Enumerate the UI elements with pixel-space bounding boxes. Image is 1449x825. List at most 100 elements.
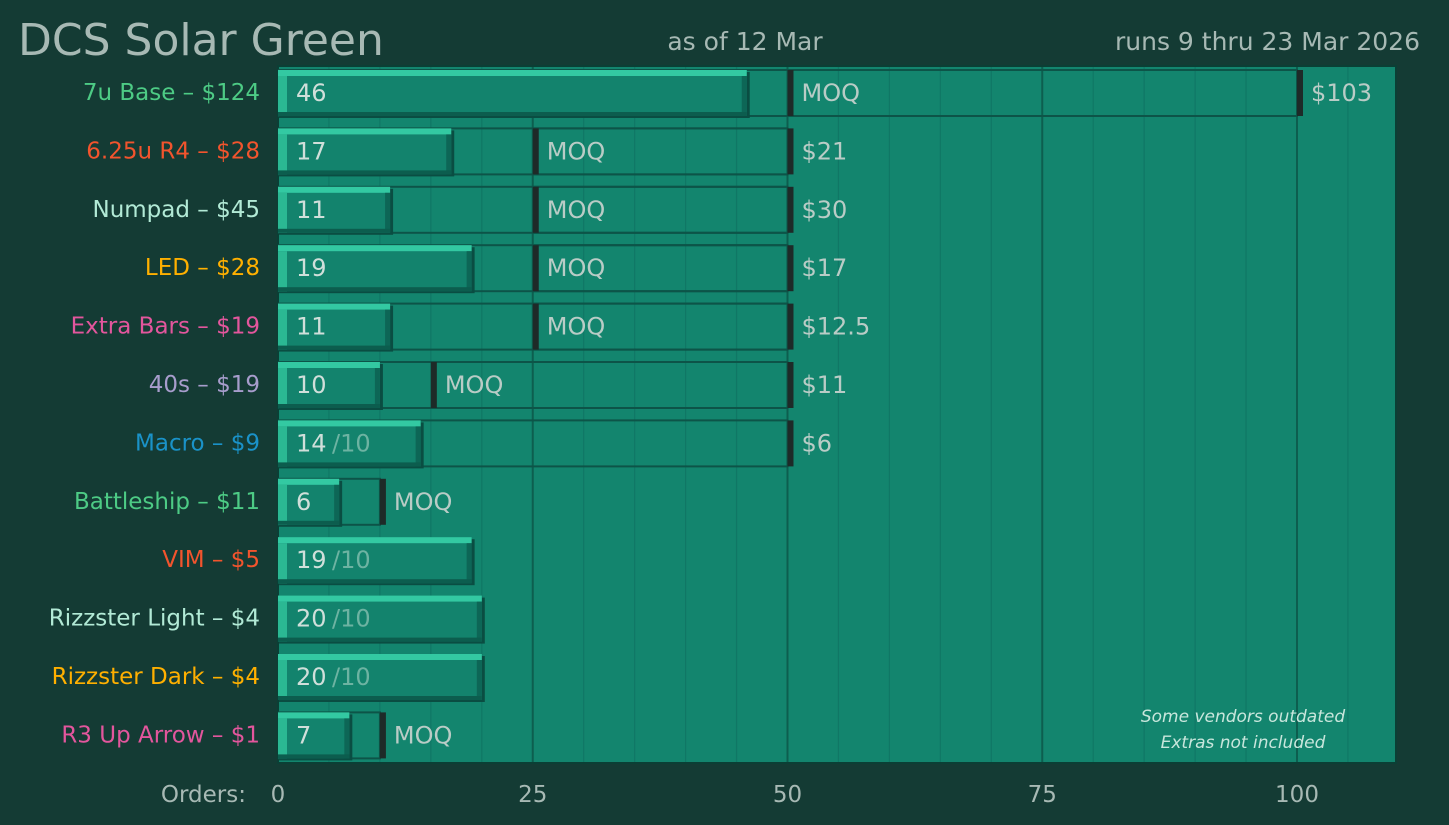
order-count-label: 17 bbox=[296, 137, 327, 165]
minimum-label: /10 bbox=[332, 429, 371, 457]
order-bar-bottom-bevel bbox=[278, 170, 452, 175]
order-bar-right-bevel bbox=[466, 543, 472, 584]
order-bar-right-bevel bbox=[476, 660, 482, 700]
order-bar-bottom-bevel bbox=[278, 520, 340, 525]
as-of-date: as of 12 Mar bbox=[667, 27, 823, 56]
moq-start-marker bbox=[532, 186, 539, 233]
order-bar bbox=[278, 128, 452, 175]
order-bar-top-bevel bbox=[278, 186, 391, 193]
order-count-label: 19 bbox=[296, 254, 327, 282]
target-marker bbox=[379, 712, 386, 759]
order-bar-left-bevel bbox=[278, 251, 287, 292]
category-label: 6.25u R4 – $28 bbox=[86, 138, 260, 164]
category-label: LED – $28 bbox=[145, 255, 260, 281]
bar-row: VIM – $5 19/10 bbox=[162, 537, 475, 586]
x-tick-label: 0 bbox=[271, 782, 286, 808]
order-bar-right-bevel bbox=[344, 718, 350, 759]
x-axis: Orders: 0 25 50 75 100 bbox=[161, 782, 1319, 808]
target-marker bbox=[787, 186, 794, 233]
category-label: 7u Base – $124 bbox=[83, 80, 260, 106]
target-price-label: $11 bbox=[802, 371, 848, 399]
order-count-label: 10 bbox=[296, 371, 327, 399]
order-bar-left-bevel bbox=[278, 484, 287, 525]
order-bar-right-bevel bbox=[466, 251, 472, 292]
moq-label: MOQ bbox=[394, 488, 453, 516]
order-bar bbox=[278, 595, 482, 642]
order-bar bbox=[278, 186, 391, 233]
order-bar bbox=[278, 303, 391, 350]
order-bar-left-bevel bbox=[278, 543, 287, 584]
target-price-label: $103 bbox=[1311, 79, 1372, 107]
order-bar-bottom-bevel bbox=[278, 404, 380, 408]
moq-label: MOQ bbox=[547, 313, 606, 341]
plot-area bbox=[277, 65, 1397, 764]
order-count-label: 14 bbox=[296, 429, 327, 457]
category-label: Rizzster Light – $4 bbox=[49, 606, 260, 632]
order-bar bbox=[278, 245, 472, 292]
order-bar-top-bevel bbox=[278, 537, 472, 544]
moq-start-marker bbox=[787, 70, 794, 116]
bar-row: Numpad – $45 MOQ $30 11 bbox=[92, 185, 847, 235]
order-bar-bottom-bevel bbox=[278, 462, 421, 467]
order-bar-left-bevel bbox=[278, 660, 287, 700]
order-bar-top-bevel bbox=[278, 478, 340, 485]
category-label: Numpad – $45 bbox=[92, 197, 260, 223]
minimum-label: /10 bbox=[332, 546, 371, 574]
minimum-label: /10 bbox=[332, 663, 371, 691]
order-bar-bottom-bevel bbox=[278, 228, 391, 233]
order-bar-bottom-bevel bbox=[278, 579, 472, 584]
target-marker bbox=[787, 420, 794, 467]
order-bar-top-bevel bbox=[278, 595, 482, 602]
order-bar-right-bevel bbox=[476, 601, 482, 642]
order-bar-top-bevel bbox=[278, 303, 391, 310]
grid bbox=[328, 67, 1349, 762]
minimum-label: /10 bbox=[332, 605, 371, 633]
order-bar bbox=[278, 712, 350, 759]
order-bar-right-bevel bbox=[374, 368, 380, 408]
order-bar-top-bevel bbox=[278, 128, 452, 135]
order-bar-right-bevel bbox=[741, 76, 747, 116]
target-price-label: $21 bbox=[802, 137, 848, 165]
x-tick-label: 50 bbox=[773, 782, 802, 808]
target-marker bbox=[787, 245, 794, 292]
rows: 7u Base – $124 MOQ $103 46 6.25u R4 – $28 MOQ… bbox=[49, 69, 1372, 761]
moq-label: MOQ bbox=[802, 79, 861, 107]
target-marker bbox=[787, 362, 794, 408]
moq-label: MOQ bbox=[445, 371, 504, 399]
order-bar bbox=[278, 70, 747, 116]
bar-row: R3 Up Arrow – $1 MOQ 7 bbox=[61, 711, 452, 761]
category-label: 40s – $19 bbox=[149, 372, 260, 398]
order-bar-top-bevel bbox=[278, 712, 350, 719]
bar-row: 40s – $19 MOQ $11 10 bbox=[149, 361, 848, 410]
category-label: R3 Up Arrow – $1 bbox=[61, 722, 260, 748]
order-bar-bottom-bevel bbox=[278, 112, 747, 116]
order-bar bbox=[278, 420, 421, 467]
category-label: Macro – $9 bbox=[135, 430, 260, 456]
order-bar-top-bevel bbox=[278, 420, 421, 427]
order-bar-left-bevel bbox=[278, 426, 287, 467]
bar-row: Extra Bars – $19 MOQ $12.5 11 bbox=[71, 302, 871, 352]
target-marker bbox=[787, 303, 794, 350]
target-marker bbox=[379, 478, 386, 525]
x-axis-label: Orders: bbox=[161, 782, 246, 808]
category-label: Battleship – $11 bbox=[74, 489, 260, 515]
chart-title: DCS Solar Green bbox=[18, 15, 384, 66]
order-bar-left-bevel bbox=[278, 192, 287, 233]
target-price-label: $12.5 bbox=[802, 313, 871, 341]
order-bar bbox=[278, 654, 482, 700]
bar-row: 7u Base – $124 MOQ $103 46 bbox=[83, 69, 1372, 118]
target-marker bbox=[1297, 70, 1303, 116]
target-marker bbox=[787, 128, 794, 175]
order-bar-left-bevel bbox=[278, 718, 287, 759]
order-count-label: 20 bbox=[296, 663, 327, 691]
x-tick-label: 75 bbox=[1028, 782, 1057, 808]
order-bar-right-bevel bbox=[415, 426, 421, 467]
order-bar-bottom-bevel bbox=[278, 754, 350, 759]
order-bar-right-bevel bbox=[334, 484, 340, 525]
moq-start-marker bbox=[532, 128, 539, 175]
order-count-label: 7 bbox=[296, 721, 311, 749]
order-bar-left-bevel bbox=[278, 368, 287, 408]
run-dates: runs 9 thru 23 Mar 2026 bbox=[1115, 27, 1420, 56]
order-count-label: 20 bbox=[296, 605, 327, 633]
